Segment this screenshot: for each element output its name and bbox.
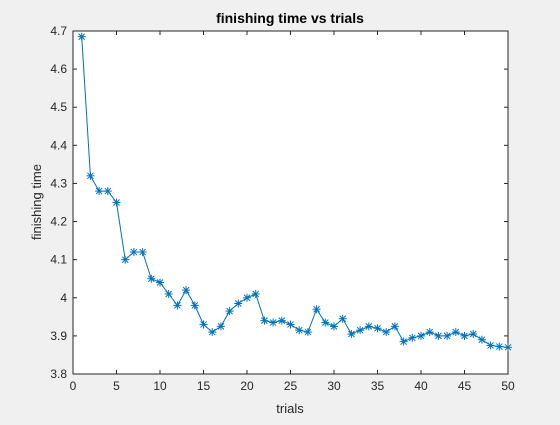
- chart-title: finishing time vs trials: [216, 10, 364, 26]
- data-point-asterisk: [138, 248, 147, 257]
- y-tick-label: 4.3: [50, 176, 67, 190]
- data-point-asterisk: [338, 314, 347, 323]
- axes: 0 5 10 15 20 25 30 35 40 45 50 3.8 3.9 4 4.1 4.2 4.3 4.4 4…: [50, 24, 515, 393]
- data-point-asterisk: [112, 198, 121, 207]
- data-point-asterisk: [225, 307, 234, 316]
- data-point-asterisk: [408, 333, 417, 342]
- x-tick-label: 20: [240, 379, 254, 393]
- y-tick-label: 4.5: [50, 100, 67, 114]
- x-axis-label: trials: [276, 401, 304, 416]
- x-tick-label: 5: [113, 379, 120, 393]
- data-point-asterisk: [469, 329, 478, 338]
- data-series: [77, 32, 512, 352]
- y-tick-label: 4.2: [50, 215, 67, 229]
- axes-background: [73, 31, 508, 374]
- data-point-asterisk: [460, 331, 469, 340]
- data-point-asterisk: [147, 274, 156, 283]
- data-point-asterisk: [443, 331, 452, 340]
- data-point-asterisk: [86, 171, 95, 180]
- y-tick-label: 4.4: [50, 138, 67, 152]
- x-tick-label: 30: [327, 379, 341, 393]
- y-tick-label: 4: [60, 291, 67, 305]
- data-point-asterisk: [121, 255, 130, 264]
- y-tick-label: 4.6: [50, 62, 67, 76]
- y-tick-label: 3.9: [50, 329, 67, 343]
- data-point-asterisk: [199, 320, 208, 329]
- data-point-asterisk: [356, 326, 365, 335]
- data-point-asterisk: [434, 331, 443, 340]
- y-axis-label: finishing time: [29, 164, 44, 240]
- data-point-asterisk: [451, 328, 460, 337]
- data-point-asterisk: [269, 318, 278, 327]
- data-point-asterisk: [303, 328, 312, 337]
- data-point-asterisk: [95, 187, 104, 196]
- data-point-asterisk: [399, 337, 408, 346]
- data-point-asterisk: [208, 328, 217, 337]
- data-point-asterisk: [425, 328, 434, 337]
- x-tick-label: 35: [371, 379, 385, 393]
- data-point-asterisk: [129, 248, 138, 257]
- y-tick-label: 3.8: [50, 367, 67, 381]
- data-point-asterisk: [373, 324, 382, 333]
- x-tick-label: 25: [284, 379, 298, 393]
- data-point-asterisk: [103, 187, 112, 196]
- data-point-asterisk: [234, 299, 243, 308]
- data-point-asterisk: [364, 322, 373, 331]
- x-tick-label: 0: [70, 379, 77, 393]
- data-point-asterisk: [295, 326, 304, 335]
- data-point-asterisk: [321, 318, 330, 327]
- x-tick-label: 40: [414, 379, 428, 393]
- data-point-asterisk: [495, 342, 504, 351]
- x-tick-label: 10: [153, 379, 167, 393]
- data-point-asterisk: [277, 316, 286, 325]
- data-point-asterisk: [347, 329, 356, 338]
- data-point-asterisk: [251, 289, 260, 298]
- data-point-asterisk: [330, 322, 338, 331]
- data-point-asterisk: [486, 341, 495, 350]
- x-tick-label: 50: [501, 379, 515, 393]
- x-tick-label: 45: [458, 379, 472, 393]
- data-point-asterisk: [477, 335, 486, 344]
- data-point-asterisk: [243, 293, 251, 302]
- data-point-asterisk: [417, 331, 425, 340]
- y-tick-label: 4.7: [50, 24, 67, 38]
- data-point-asterisk: [216, 322, 225, 331]
- data-point-asterisk: [382, 328, 391, 337]
- series-line: [81, 36, 509, 348]
- data-point-asterisk: [390, 322, 399, 331]
- data-point-asterisk: [182, 286, 191, 295]
- data-point-asterisk: [173, 301, 182, 310]
- data-point-asterisk: [260, 316, 269, 325]
- data-point-asterisk: [504, 343, 512, 352]
- data-point-asterisk: [190, 301, 199, 310]
- data-point-asterisk: [286, 320, 295, 329]
- data-point-asterisk: [156, 278, 164, 287]
- data-point-asterisk: [164, 289, 173, 298]
- data-point-asterisk: [312, 305, 321, 314]
- data-point-asterisk: [77, 32, 86, 41]
- y-tick-label: 4.1: [50, 253, 67, 267]
- x-tick-label: 15: [197, 379, 211, 393]
